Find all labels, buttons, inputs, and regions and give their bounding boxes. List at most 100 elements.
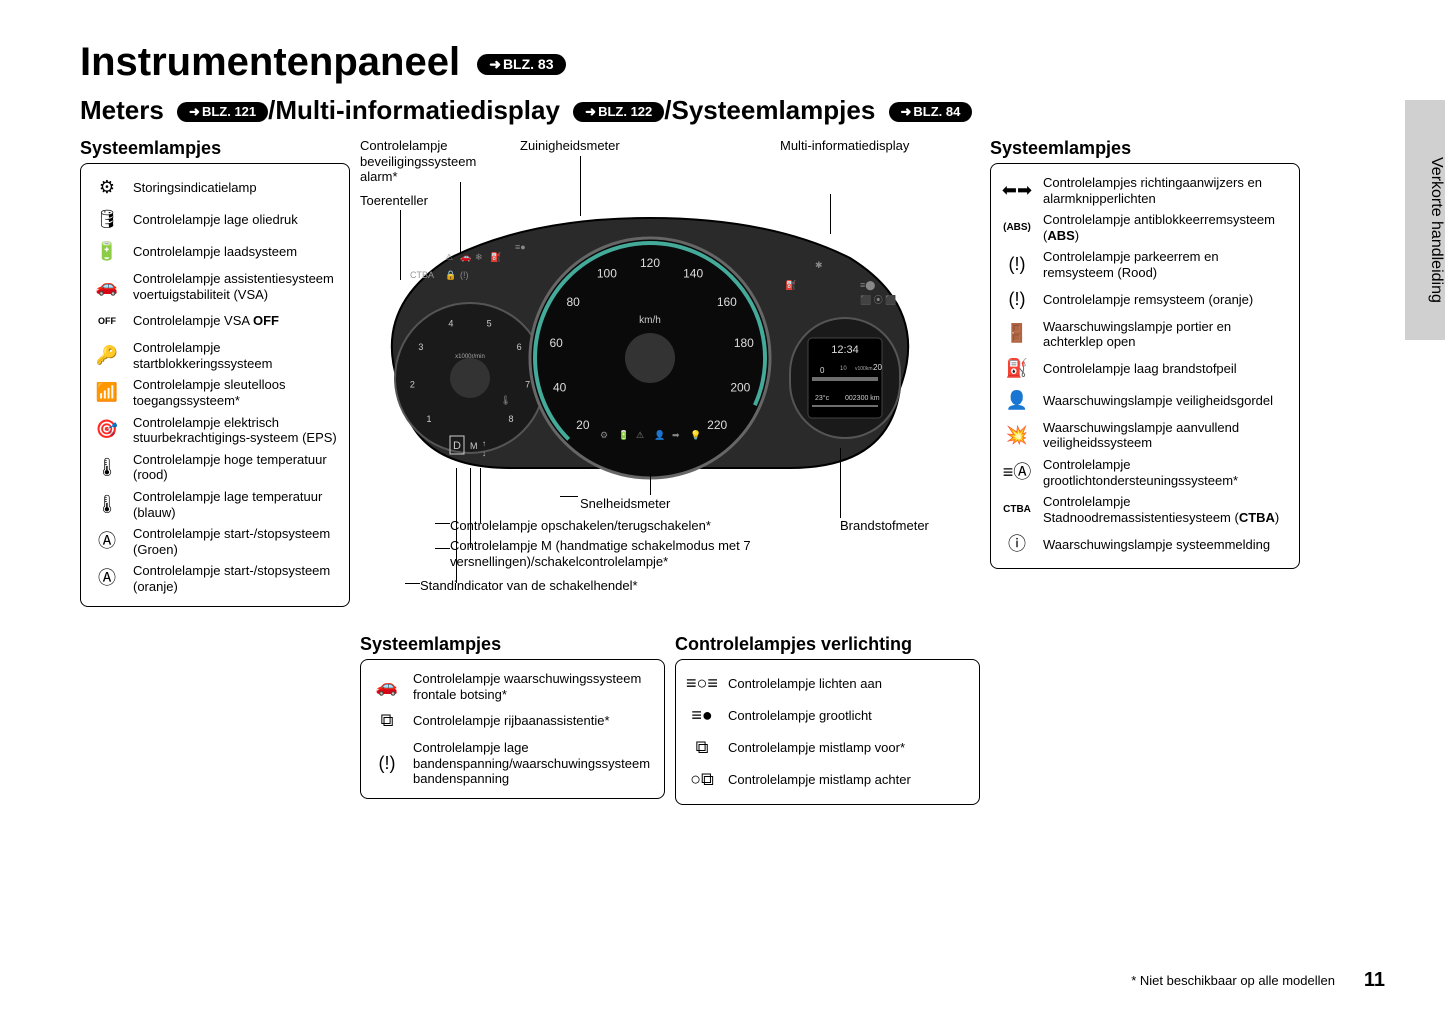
indicator-row: 🌡 Controlelampje hoge temperatuur (rood) (87, 449, 343, 486)
turn-signal-icon: ⬅➡ (1001, 178, 1033, 204)
svg-text:200: 200 (730, 380, 750, 394)
page-ref-icon: BLZ. 84 (889, 102, 973, 122)
indicator-label: Controlelampje grootlichtondersteuningss… (1043, 457, 1289, 488)
indicator-row: (!)Controlelampje lage bandenspanning/wa… (367, 737, 658, 790)
svg-text:180: 180 (734, 336, 754, 350)
indicator-label: Controlelampje grootlicht (728, 708, 969, 724)
abs-icon: (ABS) (1001, 215, 1033, 241)
svg-text:0: 0 (820, 366, 825, 375)
indicator-label: Controlelampje hoge temperatuur (rood) (133, 452, 339, 483)
callout-m: Controlelampje M (handmatige schakelmodu… (450, 538, 850, 569)
svg-text:⛽: ⛽ (785, 279, 796, 290)
svg-text:🔒: 🔒 (445, 270, 456, 280)
svg-text:4: 4 (448, 318, 453, 328)
indicator-row: 🔋 Controlelampje laadsysteem (87, 236, 343, 268)
indicator-row: 🔑Controlelampje startblokkeringssysteem (87, 337, 343, 374)
callout-gear: Standindicator van de schakelhendel* (420, 578, 820, 594)
seatbelt-icon: 👤 (1001, 388, 1033, 414)
indicator-label: Storingsindicatielamp (133, 180, 339, 196)
indicator-label: Controlelampje lichten aan (728, 676, 969, 692)
indicator-row: ≡● Controlelampje grootlicht (682, 700, 973, 732)
svg-text:23°c: 23°c (815, 394, 830, 402)
svg-text:km/h: km/h (639, 315, 661, 326)
indicator-label: Waarschuwingslampje aanvullend veilighei… (1043, 420, 1289, 451)
indicator-label: Controlelampje VSA OFF (133, 313, 339, 329)
indicator-row: 🚗Controlelampje assistentiesysteem voert… (87, 268, 343, 305)
subtitle: Meters BLZ. 121/Multi-informatiedisplay … (80, 95, 1385, 126)
indicator-row: ⬅➡ Controlelampjes richtingaanwijzers en … (997, 172, 1293, 209)
indicator-row: ⚙Storingsindicatielamp (87, 172, 343, 204)
temp-low-icon: 🌡 (91, 492, 123, 518)
fog-front-icon: ⧉ (686, 735, 718, 761)
lights-on-icon: ≡○≡ (686, 671, 718, 697)
start-stop-orange-icon: Ⓐ (91, 566, 123, 592)
indicator-label: Controlelampje elektrisch stuurbekrachti… (133, 415, 339, 446)
lane-icon: ⧉ (371, 708, 403, 734)
callout-alarm: Controlelampje beveiligingssysteem alarm… (360, 138, 490, 185)
indicator-label: Controlelampje Stadnoodremassistentiesys… (1043, 494, 1289, 525)
svg-text:8: 8 (509, 414, 514, 424)
high-beam-icon: ≡● (686, 703, 718, 729)
svg-text:⚙: ⚙ (600, 430, 608, 440)
indicator-label: Controlelampje parkeerrem en remsysteem … (1043, 249, 1289, 280)
svg-text:60: 60 (549, 336, 563, 350)
indicator-row: CTBA Controlelampje Stadnoodremassistenti… (997, 491, 1293, 528)
svg-text:2: 2 (410, 379, 415, 389)
eps-icon: 🎯 (91, 417, 123, 443)
airbag-icon: 💥 (1001, 422, 1033, 448)
svg-text:⚠: ⚠ (445, 252, 453, 262)
indicator-label: Controlelampje start-/stopsysteem (Groen… (133, 526, 339, 557)
indicator-row: (!)Controlelampje remsysteem (oranje) (997, 284, 1293, 316)
indicator-row: OFF Controlelampje VSA OFF (87, 305, 343, 337)
svg-text:v100km: v100km (855, 366, 873, 372)
svg-text:D: D (453, 440, 461, 452)
svg-text:5: 5 (487, 318, 492, 328)
svg-text:↓: ↓ (482, 449, 486, 458)
temp-high-icon: 🌡 (91, 454, 123, 480)
indicator-label: Controlelampje lage bandenspanning/waars… (413, 740, 654, 787)
svg-text:👤: 👤 (654, 429, 665, 440)
mid-panel-right: ≡○≡ Controlelampje lichten aan ≡● Controlel… (675, 659, 980, 805)
door-icon: 🚪 (1001, 321, 1033, 347)
footnote: * Niet beschikbaar op alle modellen (1131, 973, 1335, 988)
indicator-label: Controlelampje start-/stopsysteem (oranj… (133, 563, 339, 594)
indicator-label: Controlelampjes richtingaanwijzers en al… (1043, 175, 1289, 206)
vsa-icon: 🚗 (91, 274, 123, 300)
indicator-label: Controlelampje waarschuwingssysteem fron… (413, 671, 654, 702)
svg-text:40: 40 (553, 380, 567, 394)
battery-icon: 🔋 (91, 239, 123, 265)
indicator-row: 📶Controlelampje sleutelloos toegangssyst… (87, 374, 343, 411)
svg-text:⬛ ⦿ ⬛: ⬛ ⦿ ⬛ (860, 294, 896, 305)
immobilizer-icon: 🔑 (91, 343, 123, 369)
right-panel-title: Systeemlampjes (990, 138, 1300, 159)
indicator-row: ⒶControlelampje start-/stopsysteem (Groe… (87, 523, 343, 560)
svg-text:⚠: ⚠ (636, 430, 644, 440)
vsa-off-icon: OFF (91, 308, 123, 334)
indicator-label: Waarschuwingslampje veiligheidsgordel (1043, 393, 1289, 409)
svg-text:100: 100 (597, 266, 617, 280)
side-tab: Verkorte handleiding (1405, 100, 1445, 340)
indicator-row: 👤 Waarschuwingslampje veiligheidsgordel (997, 385, 1293, 417)
indicator-row: ≡ⒶControlelampje grootlichtondersteuning… (997, 454, 1293, 491)
indicator-row: ⧉ Controlelampje mistlamp voor* (682, 732, 973, 764)
svg-text:12:34: 12:34 (831, 344, 859, 356)
indicator-row: 🎯 Controlelampje elektrisch stuurbekracht… (87, 412, 343, 449)
indicator-label: Controlelampje sleutelloos toegangssyste… (133, 377, 339, 408)
callout-shift: Controlelampje opschakelen/terugschakele… (450, 518, 800, 534)
svg-text:≡⬤: ≡⬤ (860, 280, 875, 291)
svg-text:🔋: 🔋 (618, 429, 629, 440)
page-title: Instrumentenpaneel BLZ. 83 (80, 40, 566, 85)
page-ref-icon: BLZ. 83 (477, 54, 565, 75)
indicator-row: 🚪Waarschuwingslampje portier en achterkl… (997, 316, 1293, 353)
indicator-row: 💥 Waarschuwingslampje aanvullend veilighe… (997, 417, 1293, 454)
indicator-label: Controlelampje mistlamp voor* (728, 740, 969, 756)
indicator-label: Controlelampje laadsysteem (133, 244, 339, 260)
ctba-icon: CTBA (1001, 497, 1033, 523)
svg-text:🌡: 🌡 (500, 395, 511, 405)
svg-text:140: 140 (683, 266, 703, 280)
left-panel-title: Systeemlampjes (80, 138, 350, 159)
indicator-label: Controlelampje antiblokkeerremsysteem (A… (1043, 212, 1289, 243)
svg-text:CTBA: CTBA (410, 270, 434, 280)
page-ref-icon: BLZ. 122 (573, 102, 664, 122)
fuel-icon: ⛽ (1001, 356, 1033, 382)
